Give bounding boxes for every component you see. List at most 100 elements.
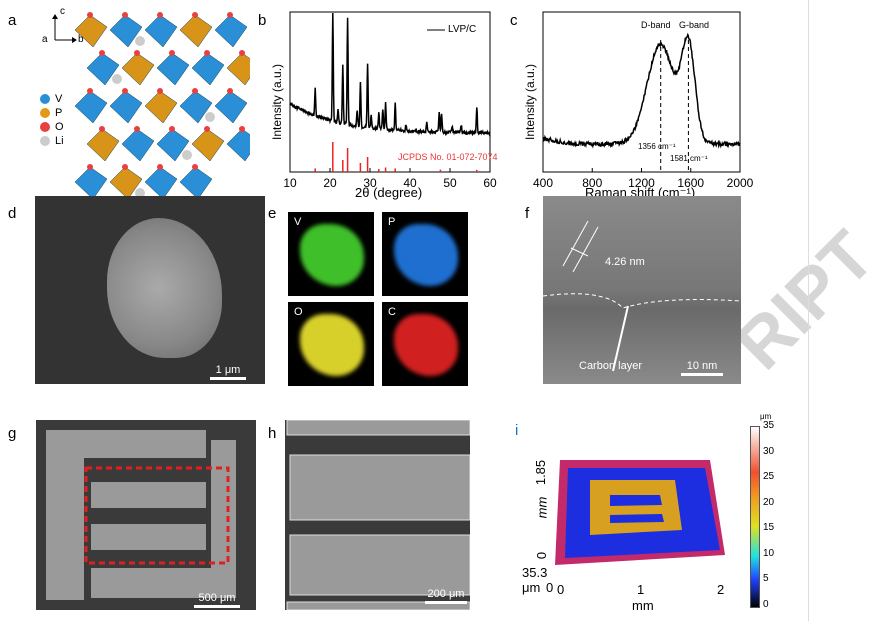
colorbar-tick: 20: [763, 497, 774, 508]
panel-label-e: e: [268, 205, 276, 222]
colorbar-tick: 5: [763, 573, 769, 584]
xrd-tick-label: 20: [323, 176, 337, 190]
element-label: O: [294, 306, 303, 318]
oxygen-atom: [192, 164, 198, 170]
d-position: 1356 cm⁻¹: [638, 142, 676, 151]
oxygen-atom: [122, 12, 128, 18]
colorbar: [750, 426, 760, 608]
panel-label-g: g: [8, 425, 16, 442]
colorbar-tick: 35: [763, 420, 774, 431]
lattice-spacing: 4.26 nm: [605, 256, 645, 268]
xrd-tick-label: 10: [283, 176, 297, 190]
scale-bar-g: 500 μm: [194, 592, 240, 608]
eds-map-o: O: [288, 302, 374, 386]
legend-item: Li: [40, 135, 64, 147]
eds-map-v: V: [288, 212, 374, 296]
li-atom: [135, 36, 145, 46]
polyhedron: [145, 167, 177, 199]
element-distribution: [300, 224, 364, 286]
xrd-tick-label: 50: [443, 176, 457, 190]
colorbar-tick: 25: [763, 471, 774, 482]
atom-icon: [40, 122, 50, 132]
polyhedron: [145, 15, 177, 47]
scale-text-f: 10 nm: [687, 360, 718, 372]
i-x-0: 0: [557, 582, 564, 597]
oxygen-atom: [99, 126, 105, 132]
oxygen-atom: [169, 50, 175, 56]
oxygen-atom: [239, 50, 245, 56]
element-distribution: [394, 224, 458, 286]
polyhedron: [180, 15, 212, 47]
i-z-value: 35.3: [522, 565, 547, 580]
oxygen-atom: [227, 88, 233, 94]
xrd-reference-label: JCPDS No. 01-072-7074: [398, 152, 498, 162]
oxygen-atom: [192, 88, 198, 94]
element-label: C: [388, 306, 396, 318]
divider: [808, 0, 809, 621]
carbon-layer-label: Carbon layer: [579, 360, 642, 372]
panel-label-a: a: [8, 12, 16, 29]
polyhedron: [87, 129, 119, 161]
i-x-unit: mm: [632, 598, 654, 613]
oxygen-atom: [192, 12, 198, 18]
raman-ylabel: Intensity (a.u.): [523, 64, 537, 140]
polyhedron: [75, 91, 107, 123]
xrd-ylabel: Intensity (a.u.): [270, 64, 284, 140]
xrd-xlabel: 2θ (degree): [355, 185, 422, 200]
polyhedron: [192, 129, 224, 161]
oxygen-atom: [134, 50, 140, 56]
oxygen-atom: [204, 126, 210, 132]
i-x-1: 1: [637, 582, 644, 597]
xrd-tick-label: 60: [483, 176, 497, 190]
d-band-label: D-band: [641, 20, 671, 30]
oxygen-atom: [87, 12, 93, 18]
scale-bar-h: 200 μm: [425, 588, 467, 604]
oxygen-atom: [122, 164, 128, 170]
panel-label-i: i: [515, 422, 518, 439]
oxygen-atom: [122, 88, 128, 94]
panel-label-h: h: [268, 425, 276, 442]
li-atom: [182, 150, 192, 160]
g-position: 1581 cm⁻¹: [670, 154, 708, 163]
oxygen-atom: [157, 88, 163, 94]
oxygen-atom: [157, 12, 163, 18]
raman-tick-label: 2000: [727, 176, 754, 190]
g-band-label: G-band: [679, 20, 709, 30]
element-distribution: [394, 314, 458, 376]
polyhedron: [122, 129, 154, 161]
atom-icon: [40, 94, 50, 104]
scale-text-g: 500 μm: [199, 592, 236, 604]
eds-map-p: P: [382, 212, 468, 296]
raman-tick-label: 400: [533, 176, 553, 190]
sem-electrode-image: 500 μm: [36, 420, 256, 610]
oxygen-atom: [169, 126, 175, 132]
i-y-unit: mm: [534, 497, 549, 519]
oxygen-atom: [157, 164, 163, 170]
legend-label: O: [55, 121, 64, 133]
polyhedron: [122, 53, 154, 85]
atom-icon: [40, 108, 50, 118]
oxygen-atom: [239, 126, 245, 132]
3d-profile: [550, 450, 750, 575]
legend-item: V: [40, 93, 64, 105]
oxygen-atom: [99, 50, 105, 56]
polyhedron: [75, 15, 107, 47]
colorbar-tick: 30: [763, 446, 774, 457]
xrd-legend: LVP/C: [448, 24, 476, 35]
polyhedron: [110, 91, 142, 123]
colorbar-tick: 15: [763, 522, 774, 533]
eds-map-c: C: [382, 302, 468, 386]
tem-image: 4.26 nm Carbon layer 10 nm: [543, 196, 741, 384]
panel-label-d: d: [8, 205, 16, 222]
raman-chart: 400 800 1200 1600 2000: [515, 0, 755, 195]
element-label: V: [294, 216, 301, 228]
oxygen-atom: [87, 164, 93, 170]
colorbar-tick: 10: [763, 548, 774, 559]
structure-legend: V P O Li: [40, 93, 64, 149]
crystal-structure: [65, 10, 250, 200]
sem-zoom-image: 200 μm: [285, 420, 470, 610]
polyhedron: [227, 53, 250, 85]
axis-a-label: a: [42, 34, 48, 45]
i-x-2: 2: [717, 582, 724, 597]
polyhedron: [215, 15, 247, 47]
